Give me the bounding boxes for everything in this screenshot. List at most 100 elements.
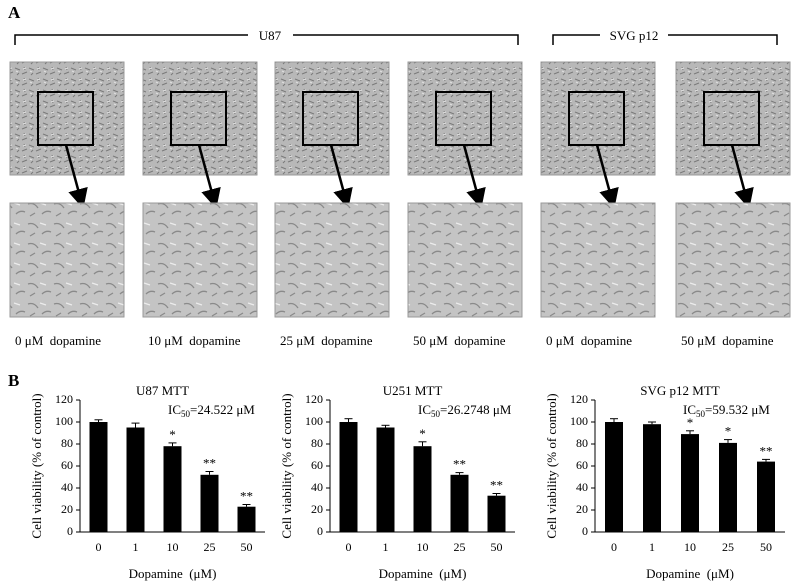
bar (487, 495, 506, 532)
annotation-suffix: =24.522 μM (190, 402, 255, 417)
micrograph (540, 61, 656, 176)
y-tick-label: 40 (61, 480, 73, 494)
micrograph-zoom (142, 202, 258, 318)
zoom-arrow (730, 144, 754, 209)
bar (681, 434, 699, 532)
y-tick-label: 100 (570, 414, 588, 428)
zoom-arrow (64, 144, 88, 209)
annotation-suffix: =59.532 μM (705, 402, 770, 417)
significance: ** (490, 477, 503, 492)
group-label: U87 (259, 28, 282, 43)
chart-title: U251 MTT (383, 383, 443, 398)
y-tick-label: 80 (311, 436, 323, 450)
y-tick-label: 20 (61, 502, 73, 516)
condition-label: 50 μM dopamine (681, 333, 774, 348)
bar (605, 422, 623, 532)
annotation: IC50=59.532 μM (683, 402, 770, 419)
micrograph-zoom (540, 202, 656, 318)
zoom-box (435, 91, 492, 146)
y-tick-label: 120 (305, 392, 323, 406)
annotation: IC50=24.522 μM (168, 402, 255, 419)
panel-label: A (8, 3, 21, 22)
annotation-sub: 50 (431, 409, 441, 419)
x-tick-label: 0 (96, 540, 102, 554)
y-tick-label: 80 (61, 436, 73, 450)
panel-label: B (8, 371, 19, 390)
zoom-arrow (462, 144, 486, 209)
x-tick-label: 25 (722, 540, 734, 554)
bracket-gap (248, 28, 293, 44)
y-tick-label: 40 (311, 480, 323, 494)
zoom-box (170, 91, 227, 146)
x-tick-label: 50 (491, 540, 503, 554)
y-tick-label: 80 (576, 436, 588, 450)
x-tick-label: 10 (167, 540, 179, 554)
bar (450, 474, 469, 532)
condition-label: 25 μM dopamine (280, 333, 373, 348)
y-tick-label: 60 (576, 458, 588, 472)
y-tick-label: 120 (570, 392, 588, 406)
bar (643, 424, 661, 532)
bar (200, 474, 219, 532)
y-tick-label: 60 (61, 458, 73, 472)
micrograph (675, 61, 791, 176)
x-tick-label: 1 (133, 540, 139, 554)
bar (413, 446, 432, 532)
significance: * (725, 424, 732, 439)
x-tick-label: 0 (611, 540, 617, 554)
y-tick-label: 20 (311, 502, 323, 516)
zoom-box (37, 91, 94, 146)
bar (89, 422, 108, 532)
micrograph-zoom (407, 202, 523, 318)
bar (163, 446, 182, 532)
significance: ** (203, 455, 216, 470)
annotation-prefix: IC (168, 402, 181, 417)
condition-label: 0 μM dopamine (15, 333, 101, 348)
micrograph (274, 61, 390, 176)
x-axis-label: Dopamine (μM) (646, 566, 734, 581)
significance: * (419, 426, 426, 441)
y-axis-label: Cell viability (% of control) (279, 393, 294, 538)
micrograph-zoom (675, 202, 791, 318)
significance: * (687, 415, 694, 430)
zoom-box (568, 91, 625, 146)
x-tick-label: 0 (346, 540, 352, 554)
bar (757, 461, 775, 532)
zoom-box (302, 91, 359, 146)
zoom-arrow (595, 144, 619, 209)
micrograph (9, 61, 125, 176)
x-tick-label: 10 (684, 540, 696, 554)
annotation-suffix: =26.2748 μM (440, 402, 512, 417)
y-axis-label: Cell viability (% of control) (544, 393, 559, 538)
annotation-sub: 50 (181, 409, 191, 419)
condition-label: 10 μM dopamine (148, 333, 241, 348)
significance: ** (240, 488, 253, 503)
annotation-prefix: IC (418, 402, 431, 417)
x-tick-label: 1 (383, 540, 389, 554)
micrograph (407, 61, 523, 176)
significance: ** (760, 443, 773, 458)
zoom-arrow (197, 144, 221, 209)
micrograph-zoom (9, 202, 125, 318)
y-axis-label: Cell viability (% of control) (29, 393, 44, 538)
x-axis-label: Dopamine (μM) (129, 566, 217, 581)
bar (719, 442, 737, 532)
y-tick-label: 20 (576, 502, 588, 516)
condition-label: 0 μM dopamine (546, 333, 632, 348)
significance: * (169, 427, 176, 442)
significance: ** (453, 457, 466, 472)
micrograph-zoom (274, 202, 390, 318)
group-label: SVG p12 (610, 28, 659, 43)
bar (339, 422, 358, 532)
annotation: IC50=26.2748 μM (418, 402, 512, 419)
y-tick-label: 120 (55, 392, 73, 406)
x-tick-label: 1 (649, 540, 655, 554)
y-tick-label: 0 (317, 524, 323, 538)
bar (376, 427, 395, 532)
y-tick-label: 0 (582, 524, 588, 538)
x-tick-label: 25 (204, 540, 216, 554)
x-tick-label: 10 (417, 540, 429, 554)
annotation-prefix: IC (683, 402, 696, 417)
micrograph (142, 61, 258, 176)
